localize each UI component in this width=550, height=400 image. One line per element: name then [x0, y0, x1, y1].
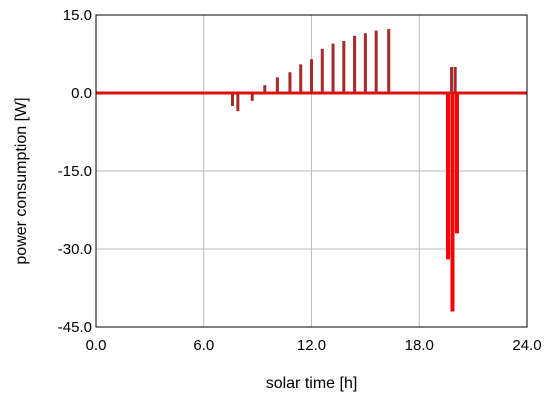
bar-s0-4 [275, 77, 279, 93]
y-tick-label-0: 15.0 [63, 7, 92, 24]
bar-s0-10 [342, 41, 346, 93]
bar-s0-11 [353, 35, 357, 93]
x-axis-label: solar time [h] [266, 375, 358, 392]
x-tick-label-2: 12.0 [297, 337, 326, 354]
bar-s0-2 [250, 93, 254, 101]
y-tick-labels: 15.0 0.0 -15.0 -30.0 -45.0 [58, 7, 92, 336]
bar-s0-14 [387, 29, 391, 93]
bar-s0-12 [363, 33, 367, 93]
plot-frame [95, 14, 528, 328]
x-tick-label-0: 0.0 [86, 337, 107, 354]
bar-s0-9 [331, 43, 335, 93]
x-tick-labels: 0.0 6.0 12.0 18.0 24.0 [86, 337, 542, 354]
bar-s0-7 [310, 59, 313, 93]
bar-s0-1 [236, 93, 240, 112]
bar-s0-5 [288, 72, 292, 93]
x-tick-label-4: 24.0 [512, 337, 541, 354]
bar-s1-1 [450, 93, 455, 312]
bar-s0-8 [320, 48, 324, 93]
y-tick-label-4: -45.0 [58, 319, 92, 336]
y-tick-label-3: -30.0 [58, 241, 92, 258]
y-axis-label: power consumption [W] [13, 97, 30, 264]
bars-layer [230, 29, 459, 312]
bar-s0-6 [299, 64, 303, 93]
x-tick-label-1: 6.0 [193, 337, 214, 354]
bar-s1-2 [454, 93, 459, 234]
bar-s0-13 [374, 30, 378, 94]
x-tick-label-3: 18.0 [405, 337, 434, 354]
bar-s0-15 [450, 67, 454, 93]
y-tick-label-2: -15.0 [58, 163, 92, 180]
bar-s0-16 [453, 67, 457, 93]
bar-s0-0 [230, 93, 234, 106]
y-tick-label-1: 0.0 [71, 85, 92, 102]
bar-s1-0 [445, 93, 450, 260]
bar-s0-3 [263, 85, 267, 93]
